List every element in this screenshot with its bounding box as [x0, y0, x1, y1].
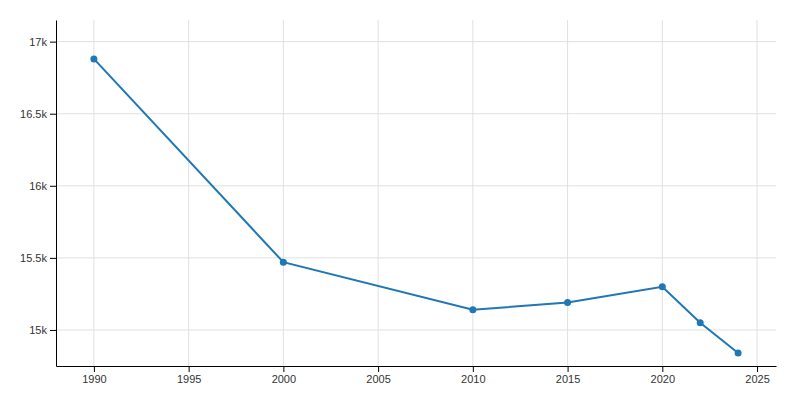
x-tick-mark — [189, 366, 190, 372]
line — [94, 59, 738, 353]
y-tick-mark — [50, 258, 56, 259]
x-tick-label: 2015 — [556, 373, 580, 385]
x-tick-label: 2005 — [366, 373, 390, 385]
x-tick-mark — [662, 366, 663, 372]
x-tick-mark — [568, 366, 569, 372]
x-axis-line — [57, 366, 777, 367]
x-tick-label: 2010 — [461, 373, 485, 385]
x-tick: 2010 — [461, 366, 485, 385]
x-tick-label: 2025 — [745, 373, 769, 385]
y-tick-label: 16.5k — [20, 108, 47, 120]
y-tick-label: 16k — [29, 180, 47, 192]
chart-container: 1990 1995 2000 2005 2010 2015 2020 2025 15k 15.5k… — [0, 0, 800, 400]
grid-line-x — [93, 20, 94, 366]
x-tick: 2020 — [651, 366, 675, 385]
y-tick-label: 15k — [29, 324, 47, 336]
grid-line-y — [56, 113, 776, 114]
point — [659, 283, 666, 290]
plot-area: 1990 1995 2000 2005 2010 2015 2020 2025 15k 15.5k… — [20, 20, 776, 385]
y-tick-mark — [50, 186, 56, 187]
point — [735, 350, 742, 357]
x-axis: 1990 1995 2000 2005 2010 2015 2020 2025 — [57, 366, 777, 385]
grid-line-x — [283, 20, 284, 366]
x-tick-label: 1990 — [82, 373, 106, 385]
x-tick: 1990 — [82, 366, 106, 385]
grid-line-y — [56, 185, 776, 186]
grid-line-y — [56, 257, 776, 258]
y-tick: 15k — [29, 324, 56, 336]
y-tick: 16k — [29, 180, 56, 192]
grid-line-y — [56, 41, 776, 42]
y-axis-line — [56, 21, 57, 367]
y-tick-mark — [50, 114, 56, 115]
y-tick-mark — [50, 330, 56, 331]
y-tick: 15.5k — [20, 252, 56, 264]
grid-line-x — [378, 20, 379, 366]
x-tick-mark — [94, 366, 95, 372]
x-tick-mark — [757, 366, 758, 372]
marks — [90, 55, 741, 356]
point — [469, 306, 476, 313]
x-tick: 2005 — [366, 366, 390, 385]
grid — [56, 20, 776, 366]
y-tick-mark — [50, 42, 56, 43]
x-tick: 2025 — [745, 366, 769, 385]
grid-line-y — [56, 329, 776, 330]
y-tick-label: 15.5k — [20, 252, 47, 264]
y-tick-label: 17k — [29, 36, 47, 48]
grid-line-x — [567, 20, 568, 366]
y-tick: 17k — [29, 36, 56, 48]
grid-line-x — [472, 20, 473, 366]
x-tick: 2015 — [556, 366, 580, 385]
x-tick-mark — [283, 366, 284, 372]
chart-svg: 1990 1995 2000 2005 2010 2015 2020 2025 15k 15.5k… — [0, 0, 800, 400]
point — [697, 319, 704, 326]
y-axis: 15k 15.5k 16k 16.5k 17k — [20, 21, 56, 367]
grid-line-x — [757, 20, 758, 366]
x-tick-label: 2020 — [651, 373, 675, 385]
x-tick-label: 1995 — [177, 373, 201, 385]
grid-line-x — [188, 20, 189, 366]
point — [564, 299, 571, 306]
x-tick-mark — [378, 366, 379, 372]
x-tick: 2000 — [272, 366, 296, 385]
point — [280, 259, 287, 266]
point — [90, 55, 97, 62]
x-tick-label: 2000 — [272, 373, 296, 385]
x-tick: 1995 — [177, 366, 201, 385]
grid-line-x — [662, 20, 663, 366]
y-tick: 16.5k — [20, 108, 56, 120]
x-tick-mark — [473, 366, 474, 372]
